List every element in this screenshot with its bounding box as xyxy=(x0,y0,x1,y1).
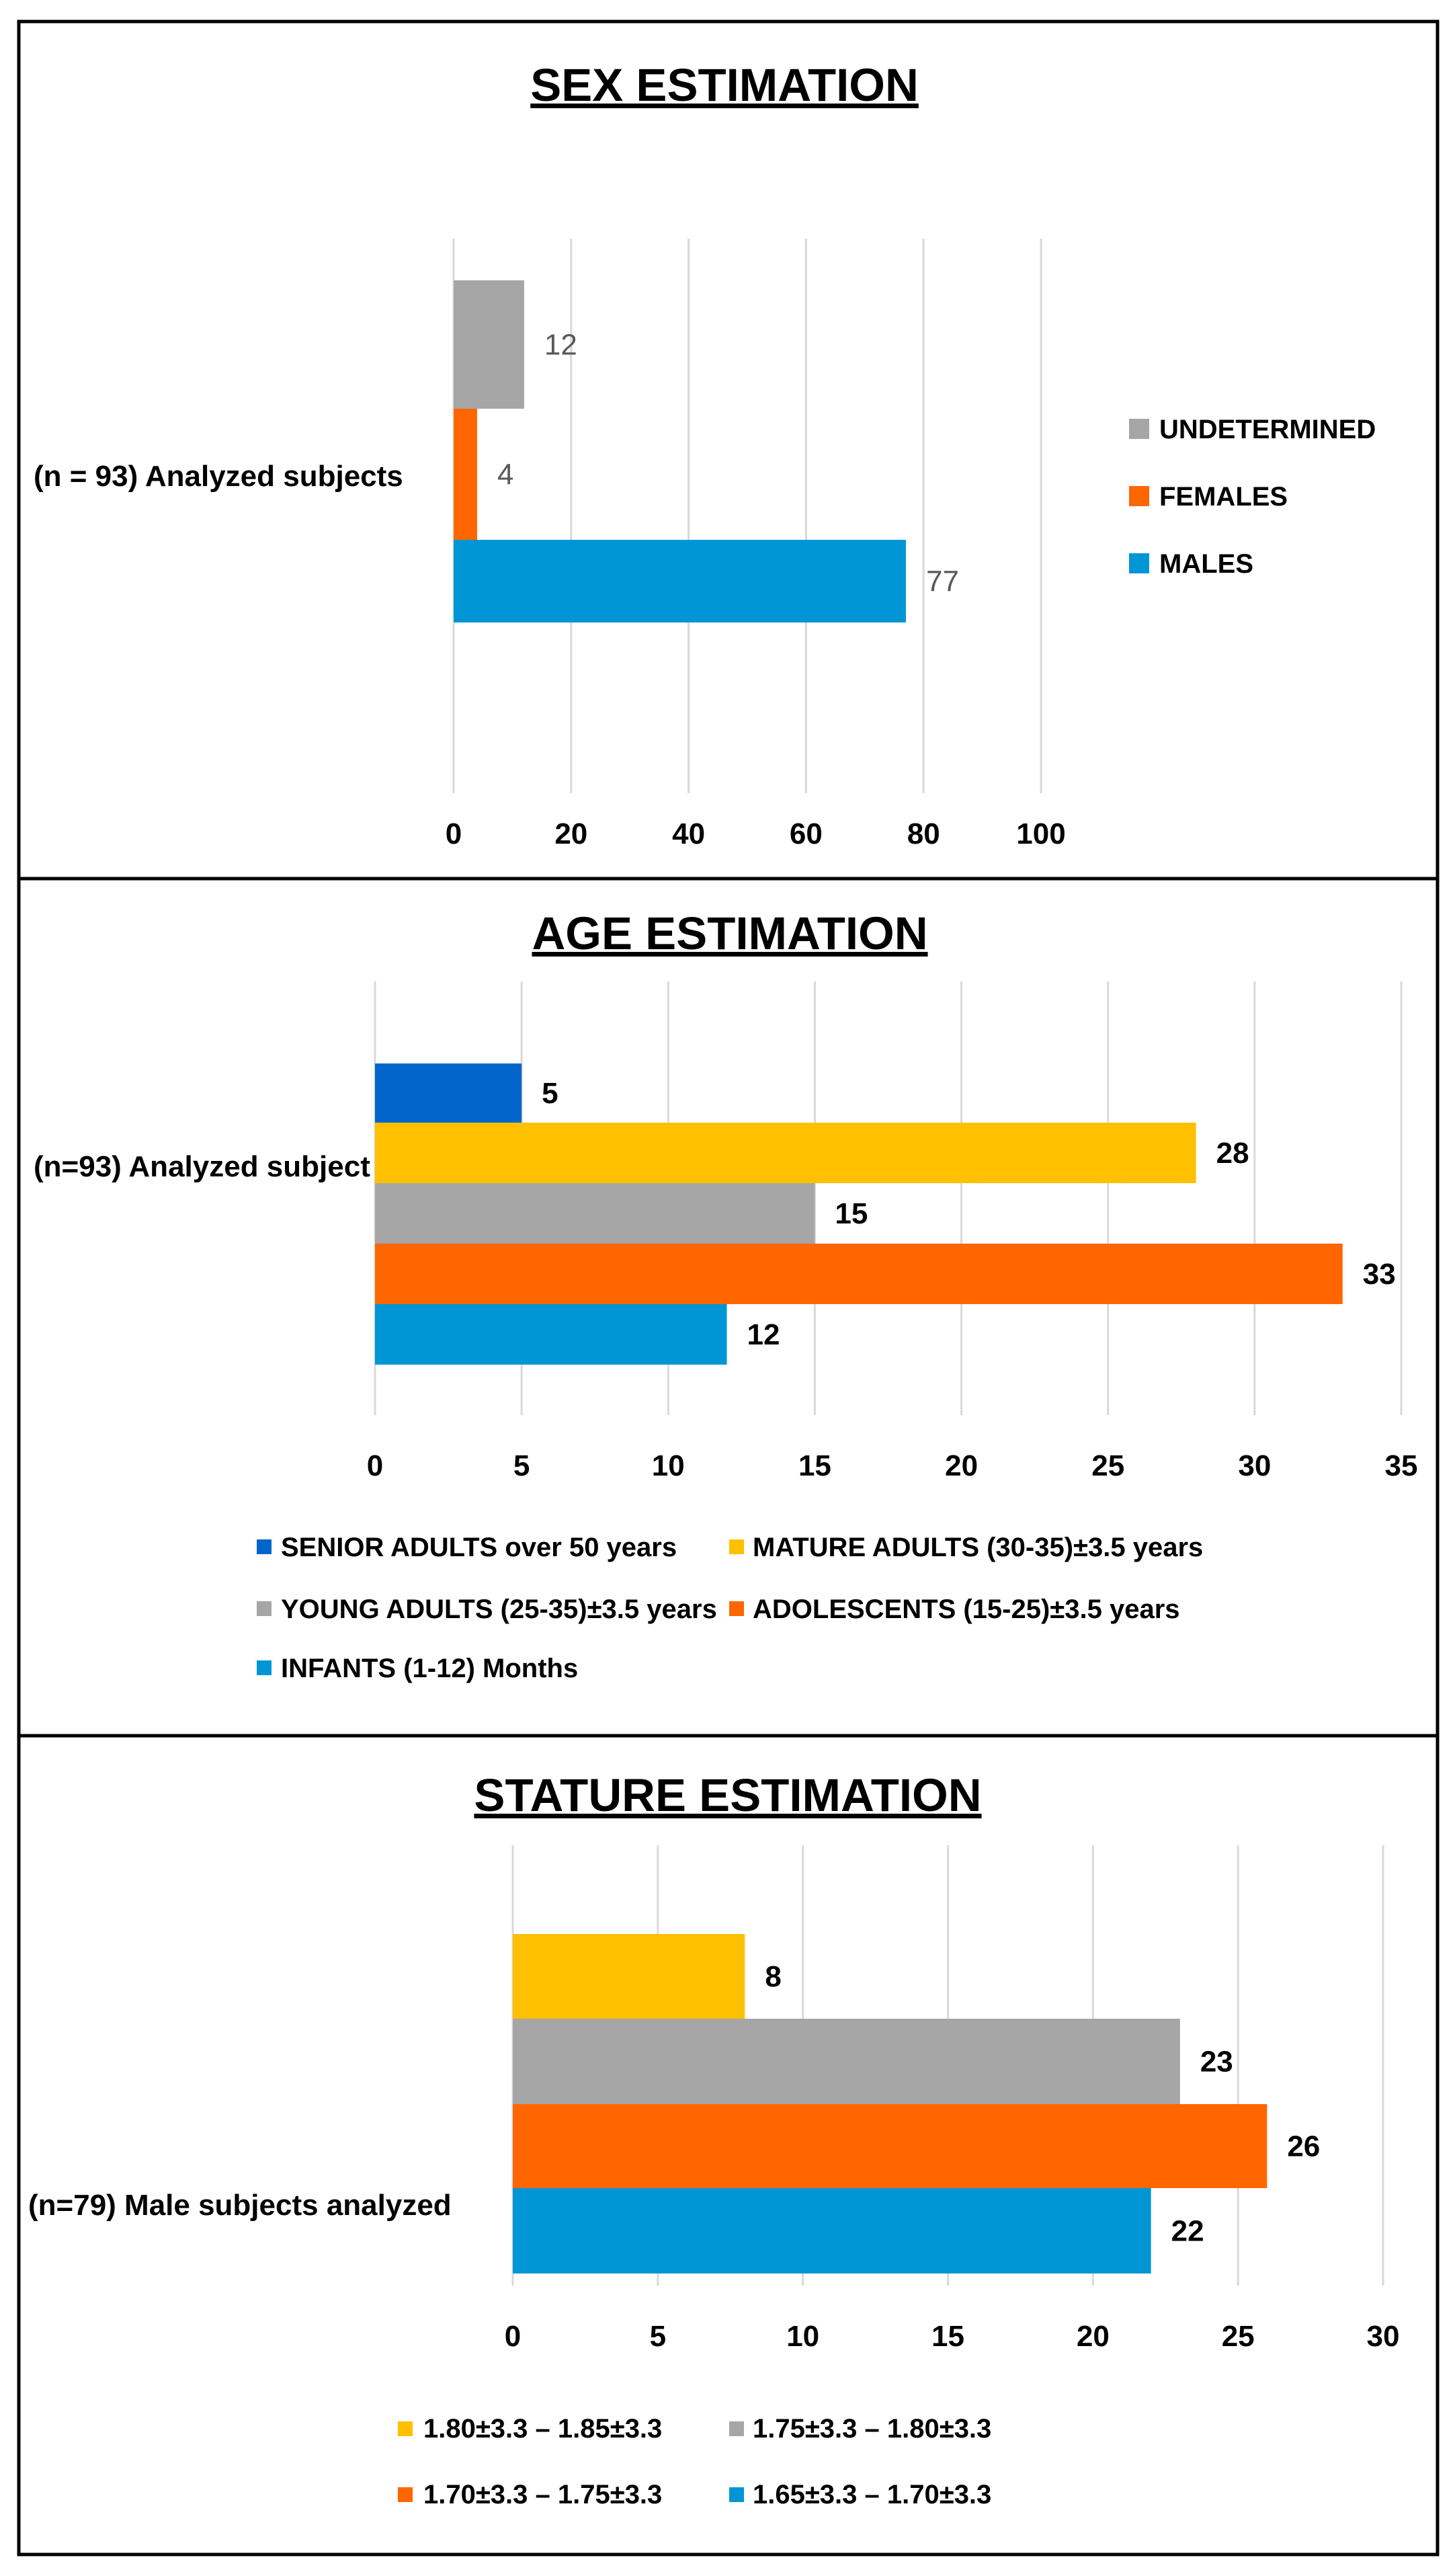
sex-x-tick-80: 80 xyxy=(907,817,940,850)
legend-label-stature-170-175: 1.70±3.3 – 1.75±3.3 xyxy=(423,2480,662,2509)
age-data-label-infants-1-12-months: 12 xyxy=(747,1318,780,1351)
legend-label-adolescents: ADOLESCENTS (15-25)±3.5 years xyxy=(753,1595,1180,1624)
stature-legend: 1.80±3.3 – 1.85±3.3 1.75±3.3 – 1.80±3.3 … xyxy=(398,2414,991,2509)
stature-x-tick-0: 0 xyxy=(505,2320,521,2353)
sex-category-label: (n = 93) Analyzed subjects xyxy=(34,460,403,493)
age-category-label: (n=93) Analyzed subject xyxy=(34,1150,370,1183)
stature-bars xyxy=(513,1934,1267,2273)
age-bar-adolescents-15-25-3-5-years xyxy=(375,1244,1343,1304)
legend-swatch-stature-180-185 xyxy=(398,2421,413,2436)
age-bar-mature-adults-30-35-3-5-years xyxy=(375,1123,1196,1183)
legend-label-females: FEMALES xyxy=(1159,482,1288,512)
legend-label-males: MALES xyxy=(1159,549,1253,579)
legend-label-mature-adults: MATURE ADULTS (30-35)±3.5 years xyxy=(753,1533,1203,1562)
sex-x-tick-labels: 0 20 40 60 80 100 xyxy=(446,817,1066,850)
age-x-tick-5: 5 xyxy=(513,1449,530,1482)
stature-category-label: (n=79) Male subjects analyzed xyxy=(28,2189,452,2222)
age-chart-title: AGE ESTIMATION xyxy=(532,908,927,959)
legend-swatch-senior-adults xyxy=(257,1539,272,1554)
stature-bar-1-70-3-3-1-75-3-3 xyxy=(513,2104,1267,2188)
legend-swatch-males xyxy=(1129,553,1149,573)
sex-x-tick-0: 0 xyxy=(446,817,462,850)
sex-bar-females xyxy=(454,409,477,540)
age-data-labels: 5 28 15 33 12 xyxy=(542,1077,1396,1351)
stature-data-label-1-65-3-3-1-70-3-3: 22 xyxy=(1171,2215,1204,2248)
sex-x-tick-100: 100 xyxy=(1016,817,1065,850)
sex-gridlines xyxy=(452,239,1042,793)
age-data-label-adolescents-15-25-3-5-years: 33 xyxy=(1363,1258,1396,1291)
sex-legend: UNDETERMINED FEMALES MALES xyxy=(1129,415,1376,579)
legend-swatch-young-adults xyxy=(257,1601,272,1616)
age-x-tick-labels: 0 5 10 15 20 25 30 35 xyxy=(367,1449,1418,1482)
stature-data-label-1-70-3-3-1-75-3-3: 26 xyxy=(1287,2130,1320,2163)
sex-estimation-panel: SEX ESTIMATION 12 4 77 0 20 40 60 80 100 (n = 9… xyxy=(17,19,1440,881)
age-data-label-young-adults-25-35-3-5-years: 15 xyxy=(835,1197,868,1230)
stature-x-tick-labels: 0 5 10 15 20 25 30 xyxy=(505,2320,1400,2353)
legend-swatch-adolescents xyxy=(729,1601,744,1616)
stature-x-tick-20: 20 xyxy=(1077,2320,1110,2353)
stature-bar-1-80-3-3-1-85-3-3 xyxy=(513,1934,745,2019)
legend-label-stature-175-180: 1.75±3.3 – 1.80±3.3 xyxy=(753,2414,991,2444)
age-legend: SENIOR ADULTS over 50 years MATURE ADULT… xyxy=(257,1533,1203,1683)
stature-panel-frame xyxy=(17,1734,1440,2557)
legend-label-infants: INFANTS (1-12) Months xyxy=(281,1654,578,1683)
stature-bar-1-65-3-3-1-70-3-3 xyxy=(513,2188,1151,2273)
legend-label-stature-165-170: 1.65±3.3 – 1.70±3.3 xyxy=(753,2480,991,2509)
age-x-tick-35: 35 xyxy=(1385,1449,1418,1482)
sex-x-tick-40: 40 xyxy=(672,817,705,850)
sex-bar-males xyxy=(454,540,906,622)
stature-chart-title: STATURE ESTIMATION xyxy=(474,1769,981,1821)
legend-label-stature-180-185: 1.80±3.3 – 1.85±3.3 xyxy=(423,2414,662,2444)
age-bar-young-adults-25-35-3-5-years xyxy=(375,1183,815,1244)
sex-data-label-males: 77 xyxy=(926,565,959,598)
age-x-tick-0: 0 xyxy=(367,1449,383,1482)
stature-x-tick-25: 25 xyxy=(1222,2320,1255,2353)
sex-data-labels: 12 4 77 xyxy=(497,329,959,598)
stature-bar-1-75-3-3-1-80-3-3 xyxy=(513,2019,1180,2104)
age-x-tick-30: 30 xyxy=(1238,1449,1271,1482)
sex-data-label-undetermined: 12 xyxy=(544,329,577,362)
legend-swatch-stature-170-175 xyxy=(398,2487,413,2502)
age-data-label-senior-adults-over-50-years: 5 xyxy=(542,1077,558,1110)
age-bar-infants-1-12-months xyxy=(375,1304,727,1365)
legend-label-senior-adults: SENIOR ADULTS over 50 years xyxy=(281,1533,677,1562)
legend-label-undetermined: UNDETERMINED xyxy=(1159,415,1376,444)
age-x-tick-25: 25 xyxy=(1091,1449,1124,1482)
legend-swatch-stature-175-180 xyxy=(729,2421,744,2436)
sex-x-tick-20: 20 xyxy=(554,817,587,850)
sex-bars xyxy=(454,280,906,622)
sex-data-label-females: 4 xyxy=(497,458,513,491)
sex-chart-title: SEX ESTIMATION xyxy=(530,59,919,111)
legend-swatch-mature-adults xyxy=(729,1539,744,1554)
age-data-label-mature-adults-30-35-3-5-years: 28 xyxy=(1216,1137,1249,1170)
stature-data-labels: 8 23 26 22 xyxy=(765,1960,1320,2248)
age-x-tick-15: 15 xyxy=(798,1449,831,1482)
legend-swatch-infants xyxy=(257,1660,272,1675)
age-x-tick-10: 10 xyxy=(652,1449,685,1482)
age-x-tick-20: 20 xyxy=(945,1449,978,1482)
stature-x-tick-30: 30 xyxy=(1367,2320,1400,2353)
sex-x-tick-60: 60 xyxy=(790,817,823,850)
sex-bar-undetermined xyxy=(454,280,524,409)
stature-x-tick-15: 15 xyxy=(931,2320,964,2353)
stature-data-label-1-80-3-3-1-85-3-3: 8 xyxy=(765,1960,781,1993)
legend-swatch-undetermined xyxy=(1129,419,1149,439)
age-bars xyxy=(375,1063,1343,1365)
age-bar-senior-adults-over-50-years xyxy=(375,1063,522,1123)
legend-label-young-adults: YOUNG ADULTS (25-35)±3.5 years xyxy=(281,1595,717,1624)
stature-x-tick-10: 10 xyxy=(786,2320,819,2353)
stature-x-tick-5: 5 xyxy=(650,2320,666,2353)
stature-data-label-1-75-3-3-1-80-3-3: 23 xyxy=(1200,2046,1233,2079)
legend-swatch-females xyxy=(1129,486,1149,506)
legend-swatch-stature-165-170 xyxy=(729,2487,744,2502)
